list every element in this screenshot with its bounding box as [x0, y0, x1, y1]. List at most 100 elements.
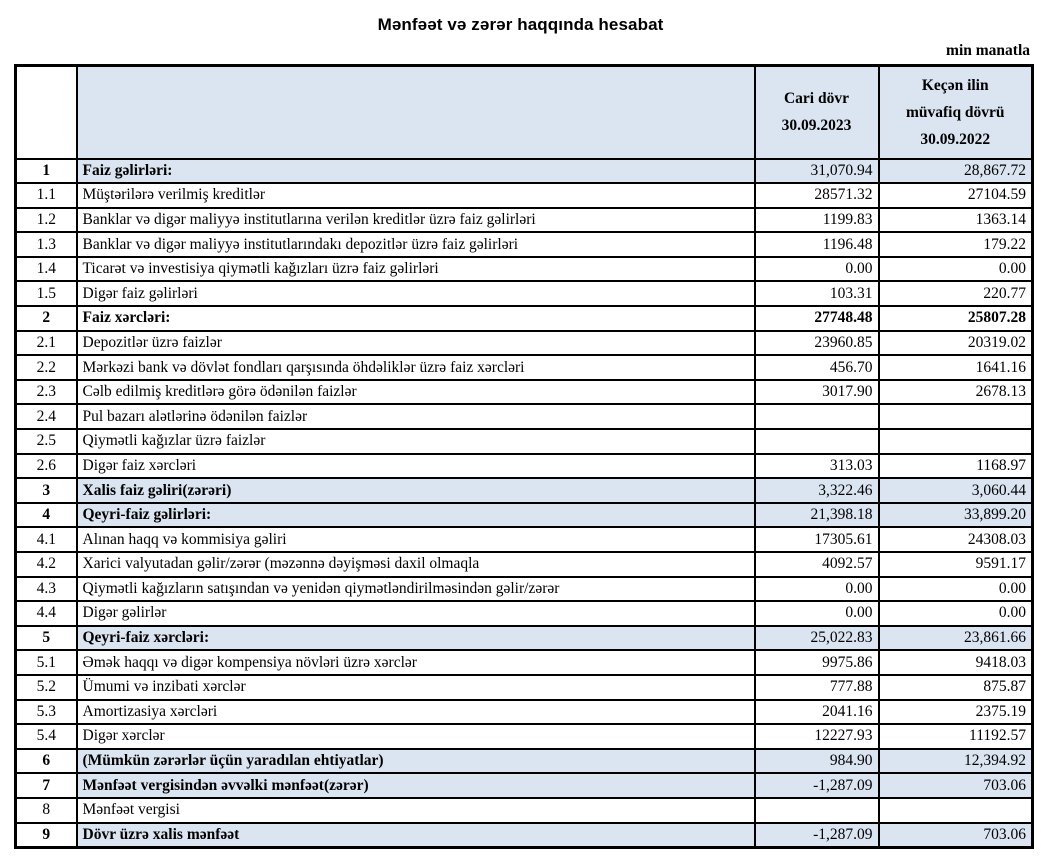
row-number-cell: 5: [14, 624, 78, 652]
current-period-value-cell: 3017.90: [753, 378, 880, 406]
row-label-cell: Digər faiz gəlirləri: [75, 280, 756, 308]
table-row: 6 (Mümkün zərərlər üçün yaradılan ehtiyat…: [14, 747, 1034, 775]
table-row: 3 Xalis faiz gəliri(zərəri) 3,322.46 3,060.…: [14, 477, 1034, 504]
table-row: 4.4 Digər gəlirlər 0.00 0.00: [14, 600, 1034, 627]
row-number-cell: 7: [14, 772, 78, 799]
row-label-cell: Dövr üzrə xalis mənfəət: [75, 821, 756, 849]
table-row: 9 Dövr üzrə xalis mənfəət -1,287.09 703.06: [14, 821, 1034, 849]
table-row: 5.3 Amortizasiya xərcləri 2041.16 2375.19: [14, 698, 1034, 726]
current-period-value-cell: 456.70: [753, 354, 880, 381]
row-number-cell: 4.3: [14, 575, 78, 603]
row-number-cell: 4: [14, 501, 78, 529]
table-body: 1 Faiz gəlirləri: 31,070.94 28,867.72 1.1 Müş…: [14, 157, 1034, 849]
table-row: 1.1 Müştərilərə verilmiş kreditlər 28571.3…: [14, 182, 1034, 209]
previous-period-value-cell: 1641.16: [877, 354, 1034, 381]
row-number-cell: 1.2: [14, 206, 78, 234]
previous-period-value-cell: 2375.19: [877, 698, 1034, 726]
previous-period-value-cell: 28,867.72: [877, 157, 1034, 185]
current-period-value-cell: 27748.48: [753, 305, 880, 332]
previous-period-value-cell: 2678.13: [877, 378, 1034, 406]
row-number-cell: 4.2: [14, 551, 78, 578]
header-cell-previous-period: Keçən ilin müvafiq dövrü 30.09.2022: [877, 64, 1034, 160]
current-period-value-cell: 9975.86: [753, 649, 880, 676]
current-period-value-cell: 103.31: [753, 280, 880, 308]
previous-period-value-cell: 23,861.66: [877, 624, 1034, 652]
row-label-cell: Qeyri-faiz xərcləri:: [75, 624, 756, 652]
current-period-value-cell: [753, 403, 880, 431]
unit-note: min manatla: [946, 42, 1030, 59]
page-title: Mənfəət və zərər haqqında hesabat: [377, 15, 664, 34]
row-number-cell: 1.5: [14, 280, 78, 308]
row-label-cell: (Mümkün zərərlər üçün yaradılan ehtiyatl…: [75, 747, 756, 775]
table-row: 2.5 Qiymətli kağızlar üzrə faizlər: [14, 428, 1034, 455]
previous-period-value-cell: 24308.03: [877, 526, 1034, 553]
row-number-cell: 5.2: [14, 673, 78, 701]
current-period-value-cell: 1199.83: [753, 206, 880, 234]
row-number-cell: 6: [14, 747, 78, 775]
row-number-cell: 2.2: [14, 354, 78, 381]
row-label-cell: Mənfəət vergisindən əvvəlki mənfəət(zərə…: [75, 772, 756, 799]
previous-period-value-cell: 0.00: [877, 600, 1034, 627]
current-period-value-cell: 3,322.46: [753, 477, 880, 504]
row-number-cell: 5.3: [14, 698, 78, 726]
header-cell-current-period: Cari dövr 30.09.2023: [753, 64, 880, 160]
table-row: 1.4 Ticarət və investisiya qiymətli kağız…: [14, 255, 1034, 283]
table-row: 2.4 Pul bazarı alətlərinə ödənilən faizlə…: [14, 403, 1034, 431]
table-row: 4.3 Qiymətli kağızların satışından və yen…: [14, 575, 1034, 603]
row-number-cell: 2.1: [14, 329, 78, 357]
current-period-value-cell: 0.00: [753, 575, 880, 603]
current-period-value-cell: 12227.93: [753, 723, 880, 750]
current-period-value-cell: [753, 428, 880, 455]
row-label-cell: Ticarət və investisiya qiymətli kağızlar…: [75, 255, 756, 283]
row-label-cell: Mərkəzi bank və dövlət fondları qarşısın…: [75, 354, 756, 381]
current-period-value-cell: [753, 796, 880, 824]
table-row: 4.1 Alınan haqq və kommisiya gəliri 17305.…: [14, 526, 1034, 553]
row-label-cell: Digər xərclər: [75, 723, 756, 750]
current-period-value-cell: 777.88: [753, 673, 880, 701]
table-row: 4 Qeyri-faiz gəlirləri: 21,398.18 33,899.20: [14, 501, 1034, 529]
row-number-cell: 4.4: [14, 600, 78, 627]
current-period-value-cell: 2041.16: [753, 698, 880, 726]
row-number-cell: 4.1: [14, 526, 78, 553]
row-label-cell: Digər gəlirlər: [75, 600, 756, 627]
row-number-cell: 2.5: [14, 428, 78, 455]
row-label-cell: Banklar və digər maliyyə institutlarında…: [75, 231, 756, 258]
table-row: 1 Faiz gəlirləri: 31,070.94 28,867.72: [14, 157, 1034, 185]
row-number-cell: 2.6: [14, 452, 78, 480]
row-number-cell: 2.4: [14, 403, 78, 431]
row-number-cell: 1.1: [14, 182, 78, 209]
row-label-cell: Banklar və digər maliyyə institutlarına …: [75, 206, 756, 234]
current-period-value-cell: 31,070.94: [753, 157, 880, 185]
header-cell-number: [14, 64, 78, 160]
current-period-value-cell: -1,287.09: [753, 772, 880, 799]
profit-loss-table: Cari dövr 30.09.2023 Keçən ilin müvafiq …: [14, 64, 1034, 849]
header-cell-label: [75, 64, 756, 160]
previous-period-value-cell: 33,899.20: [877, 501, 1034, 529]
row-label-cell: Digər faiz xərcləri: [75, 452, 756, 480]
previous-period-value-cell: 875.87: [877, 673, 1034, 701]
row-label-cell: Xalis faiz gəliri(zərəri): [75, 477, 756, 504]
previous-period-value-cell: 0.00: [877, 575, 1034, 603]
previous-period-value-cell: 703.06: [877, 821, 1034, 849]
row-number-cell: 8: [14, 796, 78, 824]
table-row: 2 Faiz xərcləri: 27748.48 25807.28: [14, 305, 1034, 332]
previous-period-value-cell: 9591.17: [877, 551, 1034, 578]
previous-period-value-cell: 3,060.44: [877, 477, 1034, 504]
table-row: 2.6 Digər faiz xərcləri 313.03 1168.97: [14, 452, 1034, 480]
table-row: 8 Mənfəət vergisi: [14, 796, 1034, 824]
row-label-cell: Qeyri-faiz gəlirləri:: [75, 501, 756, 529]
row-number-cell: 5.1: [14, 649, 78, 676]
current-period-value-cell: 313.03: [753, 452, 880, 480]
row-number-cell: 2: [14, 305, 78, 332]
current-period-value-cell: 984.90: [753, 747, 880, 775]
row-number-cell: 3: [14, 477, 78, 504]
row-number-cell: 2.3: [14, 378, 78, 406]
row-number-cell: 1.3: [14, 231, 78, 258]
previous-period-value-cell: [877, 403, 1034, 431]
row-label-cell: Qiymətli kağızların satışından və yenidə…: [75, 575, 756, 603]
table-row: 1.2 Banklar və digər maliyyə institutları…: [14, 206, 1034, 234]
row-label-cell: Ümumi və inzibati xərclər: [75, 673, 756, 701]
row-label-cell: Faiz gəlirləri:: [75, 157, 756, 185]
previous-period-value-cell: [877, 428, 1034, 455]
